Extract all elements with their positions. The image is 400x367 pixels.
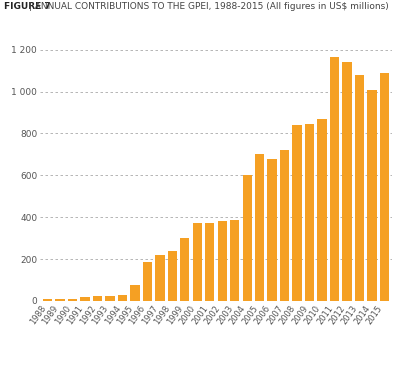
Bar xyxy=(118,295,127,301)
Bar xyxy=(367,90,377,301)
Bar xyxy=(68,299,77,301)
Bar xyxy=(43,299,52,301)
Bar xyxy=(180,238,190,301)
Bar xyxy=(192,224,202,301)
Bar xyxy=(255,155,264,301)
Bar xyxy=(268,159,277,301)
Bar xyxy=(330,57,339,301)
Bar xyxy=(168,251,177,301)
Bar xyxy=(305,124,314,301)
Bar xyxy=(105,296,114,301)
Bar xyxy=(318,119,327,301)
Bar xyxy=(230,220,240,301)
Bar xyxy=(155,255,164,301)
Text: | ANNUAL CONTRIBUTIONS TO THE GPEI, 1988-2015 (All figures in US$ millions): | ANNUAL CONTRIBUTIONS TO THE GPEI, 1988… xyxy=(26,2,389,11)
Bar xyxy=(380,73,389,301)
Bar xyxy=(342,62,352,301)
Bar xyxy=(292,125,302,301)
Bar xyxy=(130,285,140,301)
Bar xyxy=(355,75,364,301)
Bar xyxy=(205,224,214,301)
Bar xyxy=(143,262,152,301)
Bar xyxy=(218,221,227,301)
Bar xyxy=(280,150,289,301)
Bar xyxy=(93,296,102,301)
Bar xyxy=(80,297,90,301)
Bar xyxy=(55,299,65,301)
Bar xyxy=(242,175,252,301)
Text: FIGURE 7: FIGURE 7 xyxy=(4,2,51,11)
